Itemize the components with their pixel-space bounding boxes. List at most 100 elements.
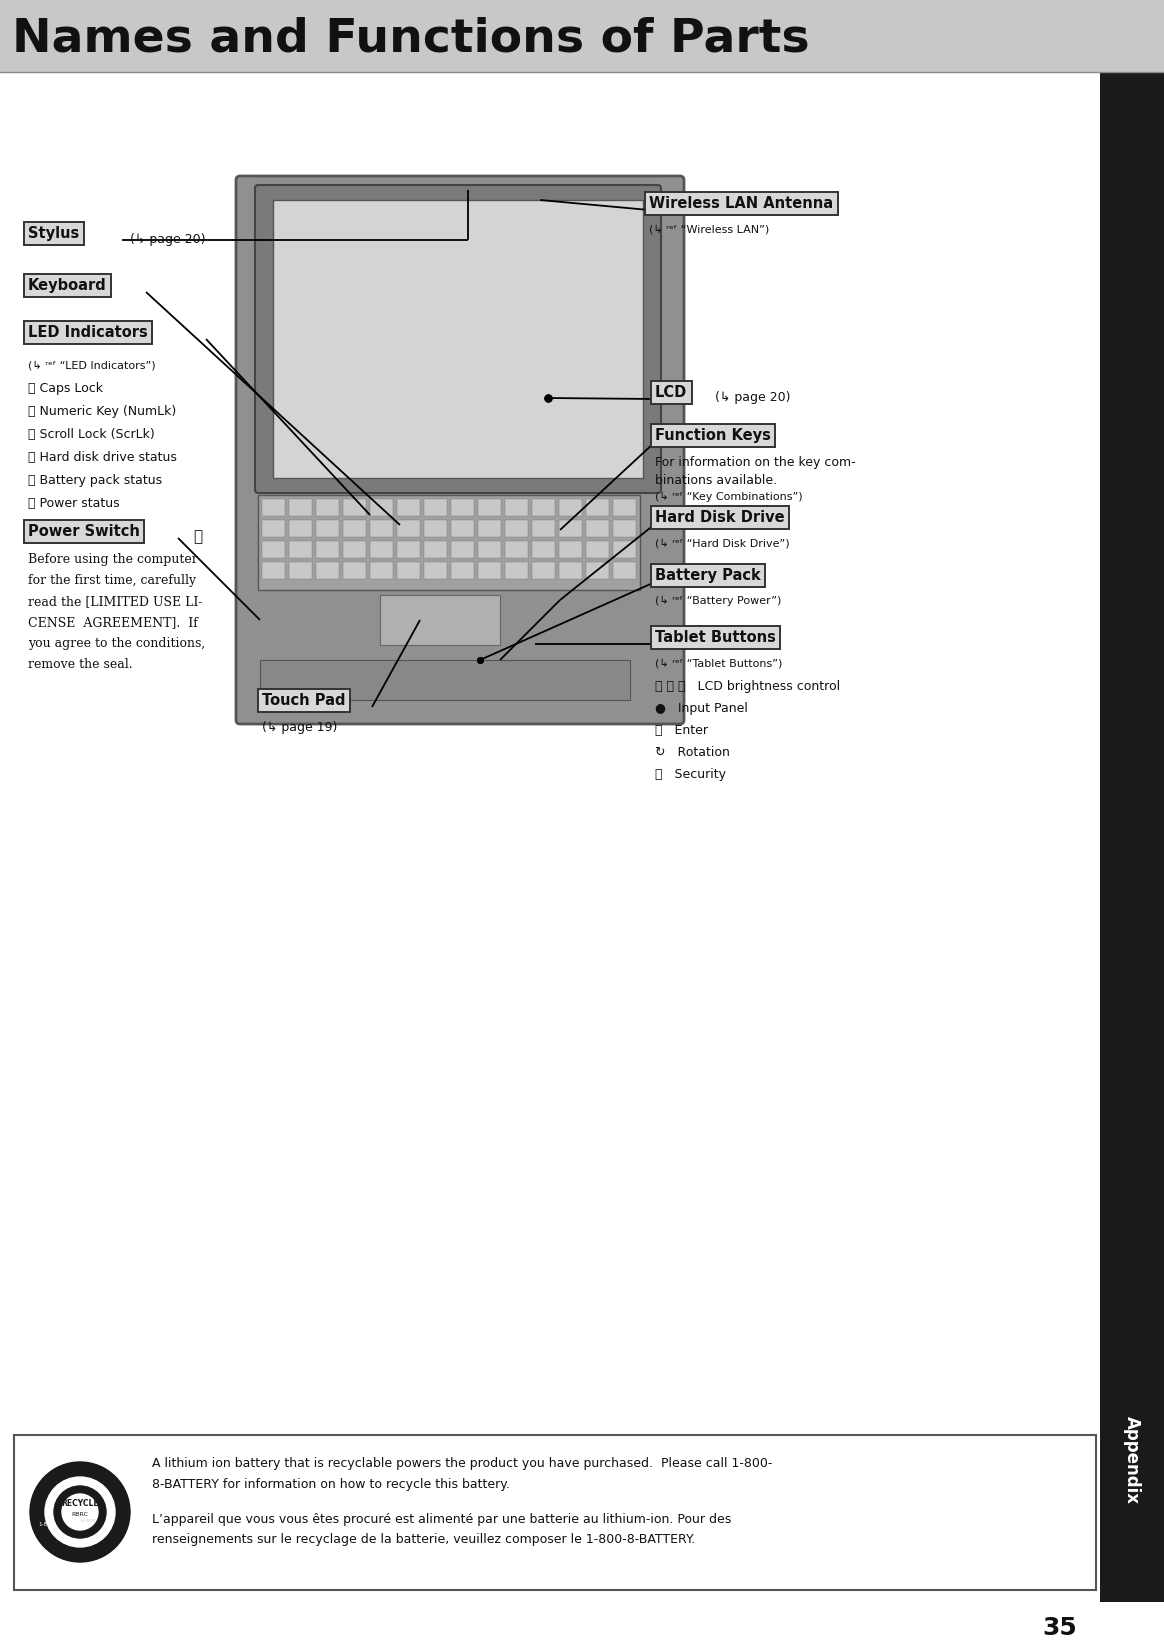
Bar	[379, 595, 501, 644]
Bar	[532, 562, 555, 578]
Text: Function Keys: Function Keys	[655, 428, 771, 443]
Text: Power Switch: Power Switch	[28, 524, 140, 539]
Bar	[262, 499, 285, 515]
Circle shape	[62, 1493, 98, 1530]
Bar	[559, 520, 582, 537]
Bar	[532, 499, 555, 515]
Bar	[1100, 73, 1164, 1602]
Bar	[289, 540, 312, 558]
Text: 8-BATTERY for information on how to recycle this battery.: 8-BATTERY for information on how to recy…	[152, 1479, 510, 1492]
Text: Touch Pad: Touch Pad	[262, 692, 346, 709]
Bar	[424, 520, 447, 537]
Bar	[289, 499, 312, 515]
Bar	[613, 540, 636, 558]
Bar	[559, 562, 582, 578]
Bar	[505, 499, 528, 515]
Bar	[613, 499, 636, 515]
Bar	[315, 540, 339, 558]
Text: Keyboard: Keyboard	[28, 278, 107, 292]
Bar	[450, 562, 474, 578]
Text: read the [LIMITED USE LI-: read the [LIMITED USE LI-	[28, 595, 203, 608]
Text: Appendix: Appendix	[1123, 1416, 1141, 1503]
Bar	[505, 540, 528, 558]
Text: (↳ ʳᵉᶠ “Wireless LAN”): (↳ ʳᵉᶠ “Wireless LAN”)	[650, 225, 769, 235]
Bar	[14, 1436, 1096, 1589]
Bar	[343, 499, 365, 515]
Bar	[450, 499, 474, 515]
Bar	[370, 520, 393, 537]
Bar	[343, 520, 365, 537]
Bar	[478, 499, 501, 515]
Text: (↳ page 20): (↳ page 20)	[715, 392, 790, 405]
Bar	[343, 562, 365, 578]
Text: Wireless LAN Antenna: Wireless LAN Antenna	[650, 197, 833, 211]
Text: (↳ page 19): (↳ page 19)	[262, 720, 338, 733]
Bar	[424, 562, 447, 578]
Text: A lithium ion battery that is recyclable powers the product you have purchased. : A lithium ion battery that is recyclable…	[152, 1457, 773, 1470]
Text: LCD: LCD	[655, 385, 687, 400]
Text: Names and Functions of Parts: Names and Functions of Parts	[12, 17, 810, 63]
Bar	[478, 540, 501, 558]
Bar	[315, 562, 339, 578]
Text: L’appareil que vous vous êtes procuré est alimenté par une batterie au lithium-i: L’appareil que vous vous êtes procuré es…	[152, 1513, 731, 1526]
Circle shape	[45, 1477, 115, 1546]
Text: Ⓓ Hard disk drive status: Ⓓ Hard disk drive status	[28, 451, 177, 464]
Bar	[585, 499, 609, 515]
Text: ⏻: ⏻	[193, 530, 203, 545]
Bar	[262, 540, 285, 558]
Text: remove the seal.: remove the seal.	[28, 657, 133, 671]
Bar	[424, 540, 447, 558]
Bar	[274, 200, 643, 477]
Bar	[289, 520, 312, 537]
Text: For information on the key com-: For information on the key com-	[655, 456, 856, 469]
Bar	[532, 520, 555, 537]
Bar	[262, 562, 285, 578]
Text: Ⓑ Numeric Key (NumLk): Ⓑ Numeric Key (NumLk)	[28, 405, 176, 418]
Bar	[613, 562, 636, 578]
Text: Hard Disk Drive: Hard Disk Drive	[655, 510, 785, 525]
Bar	[262, 520, 285, 537]
Text: you agree to the conditions,: you agree to the conditions,	[28, 638, 205, 649]
Text: (↳ page 20): (↳ page 20)	[130, 233, 206, 246]
Bar	[397, 520, 420, 537]
FancyBboxPatch shape	[255, 185, 661, 492]
Text: Before using the computer: Before using the computer	[28, 553, 198, 567]
Bar	[289, 562, 312, 578]
Bar	[370, 499, 393, 515]
Text: Ⓒ Scroll Lock (ScrLk): Ⓒ Scroll Lock (ScrLk)	[28, 428, 155, 441]
Bar	[559, 499, 582, 515]
Circle shape	[54, 1487, 106, 1538]
Text: RBRC: RBRC	[71, 1512, 88, 1517]
Bar	[0, 0, 1164, 73]
Text: Tablet Buttons: Tablet Buttons	[655, 629, 776, 644]
Text: for the first time, carefully: for the first time, carefully	[28, 573, 196, 586]
Text: ↻   Rotation: ↻ Rotation	[655, 747, 730, 758]
Bar	[450, 520, 474, 537]
Bar	[370, 540, 393, 558]
Text: (↳ ʳᵉᶠ “LED Indicators”): (↳ ʳᵉᶠ “LED Indicators”)	[28, 360, 156, 370]
Text: Ⓕ Power status: Ⓕ Power status	[28, 497, 120, 510]
Bar	[370, 562, 393, 578]
Text: .822.8837: .822.8837	[64, 1540, 95, 1545]
Bar	[585, 520, 609, 537]
Bar	[260, 661, 630, 700]
Text: binations available.: binations available.	[655, 474, 778, 487]
Circle shape	[30, 1462, 130, 1563]
Text: ●   Input Panel: ● Input Panel	[655, 702, 748, 715]
Bar	[478, 520, 501, 537]
Text: Ⓐ Caps Lock: Ⓐ Caps Lock	[28, 382, 102, 395]
Bar	[505, 562, 528, 578]
Bar	[559, 540, 582, 558]
Bar	[450, 540, 474, 558]
Bar	[585, 562, 609, 578]
Bar	[397, 499, 420, 515]
Text: RECYCLE: RECYCLE	[62, 1500, 99, 1508]
Text: Ⓐ Ⓐ Ⓐ   LCD brightness control: Ⓐ Ⓐ Ⓐ LCD brightness control	[655, 681, 840, 692]
Bar	[397, 540, 420, 558]
Text: (↳ ʳᵉᶠ “Hard Disk Drive”): (↳ ʳᵉᶠ “Hard Disk Drive”)	[655, 539, 789, 548]
Text: (↳ ʳᵉᶠ “Tablet Buttons”): (↳ ʳᵉᶠ “Tablet Buttons”)	[655, 657, 782, 667]
Bar	[424, 499, 447, 515]
Bar	[478, 562, 501, 578]
Text: 1-800: 1-800	[38, 1521, 54, 1526]
FancyBboxPatch shape	[236, 177, 684, 724]
